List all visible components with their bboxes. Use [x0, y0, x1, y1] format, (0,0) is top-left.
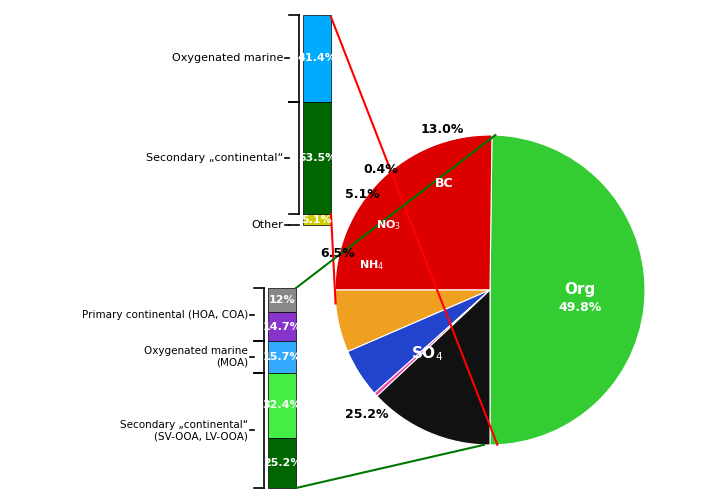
Text: 5.1%: 5.1%: [301, 215, 333, 225]
Bar: [303, 102, 331, 214]
Bar: [268, 373, 296, 437]
Text: 25.2%: 25.2%: [263, 458, 301, 468]
Text: 0.4%: 0.4%: [364, 163, 399, 176]
Text: 5.1%: 5.1%: [345, 187, 380, 200]
Text: 12%: 12%: [269, 295, 295, 305]
Wedge shape: [348, 290, 490, 393]
Text: Primary continental (HOA, COA): Primary continental (HOA, COA): [82, 310, 248, 320]
Text: Oxygenated marine
(MOA): Oxygenated marine (MOA): [144, 346, 248, 368]
Wedge shape: [377, 290, 490, 445]
Text: SO$_4$: SO$_4$: [411, 345, 443, 363]
Text: BC: BC: [435, 177, 453, 190]
Bar: [268, 288, 296, 312]
Text: Other: Other: [251, 220, 283, 230]
Text: Oxygenated marine: Oxygenated marine: [171, 54, 283, 63]
Text: NO$_3$: NO$_3$: [375, 218, 401, 232]
Text: 25.2%: 25.2%: [345, 408, 388, 421]
Bar: [268, 312, 296, 341]
Bar: [303, 15, 331, 102]
Text: 14.7%: 14.7%: [263, 322, 301, 332]
Wedge shape: [375, 290, 490, 396]
Text: NH$_4$: NH$_4$: [359, 258, 384, 272]
Bar: [303, 214, 331, 225]
Text: 49.8%: 49.8%: [558, 301, 602, 314]
Text: 32.4%: 32.4%: [263, 400, 301, 410]
Text: Org: Org: [564, 282, 595, 297]
Text: 6.5%: 6.5%: [320, 248, 355, 260]
Wedge shape: [335, 290, 490, 352]
Text: Secondary „continental“
(SV-OOA, LV-OOA): Secondary „continental“ (SV-OOA, LV-OOA): [120, 420, 248, 441]
Text: 41.4%: 41.4%: [298, 54, 336, 63]
Wedge shape: [490, 135, 645, 445]
Bar: [268, 437, 296, 488]
Wedge shape: [335, 135, 492, 290]
Text: Secondary „continental“: Secondary „continental“: [146, 153, 283, 163]
Text: 13.0%: 13.0%: [420, 123, 464, 136]
Bar: [268, 341, 296, 373]
Text: 15.7%: 15.7%: [263, 352, 301, 362]
Text: 53.5%: 53.5%: [298, 153, 336, 163]
